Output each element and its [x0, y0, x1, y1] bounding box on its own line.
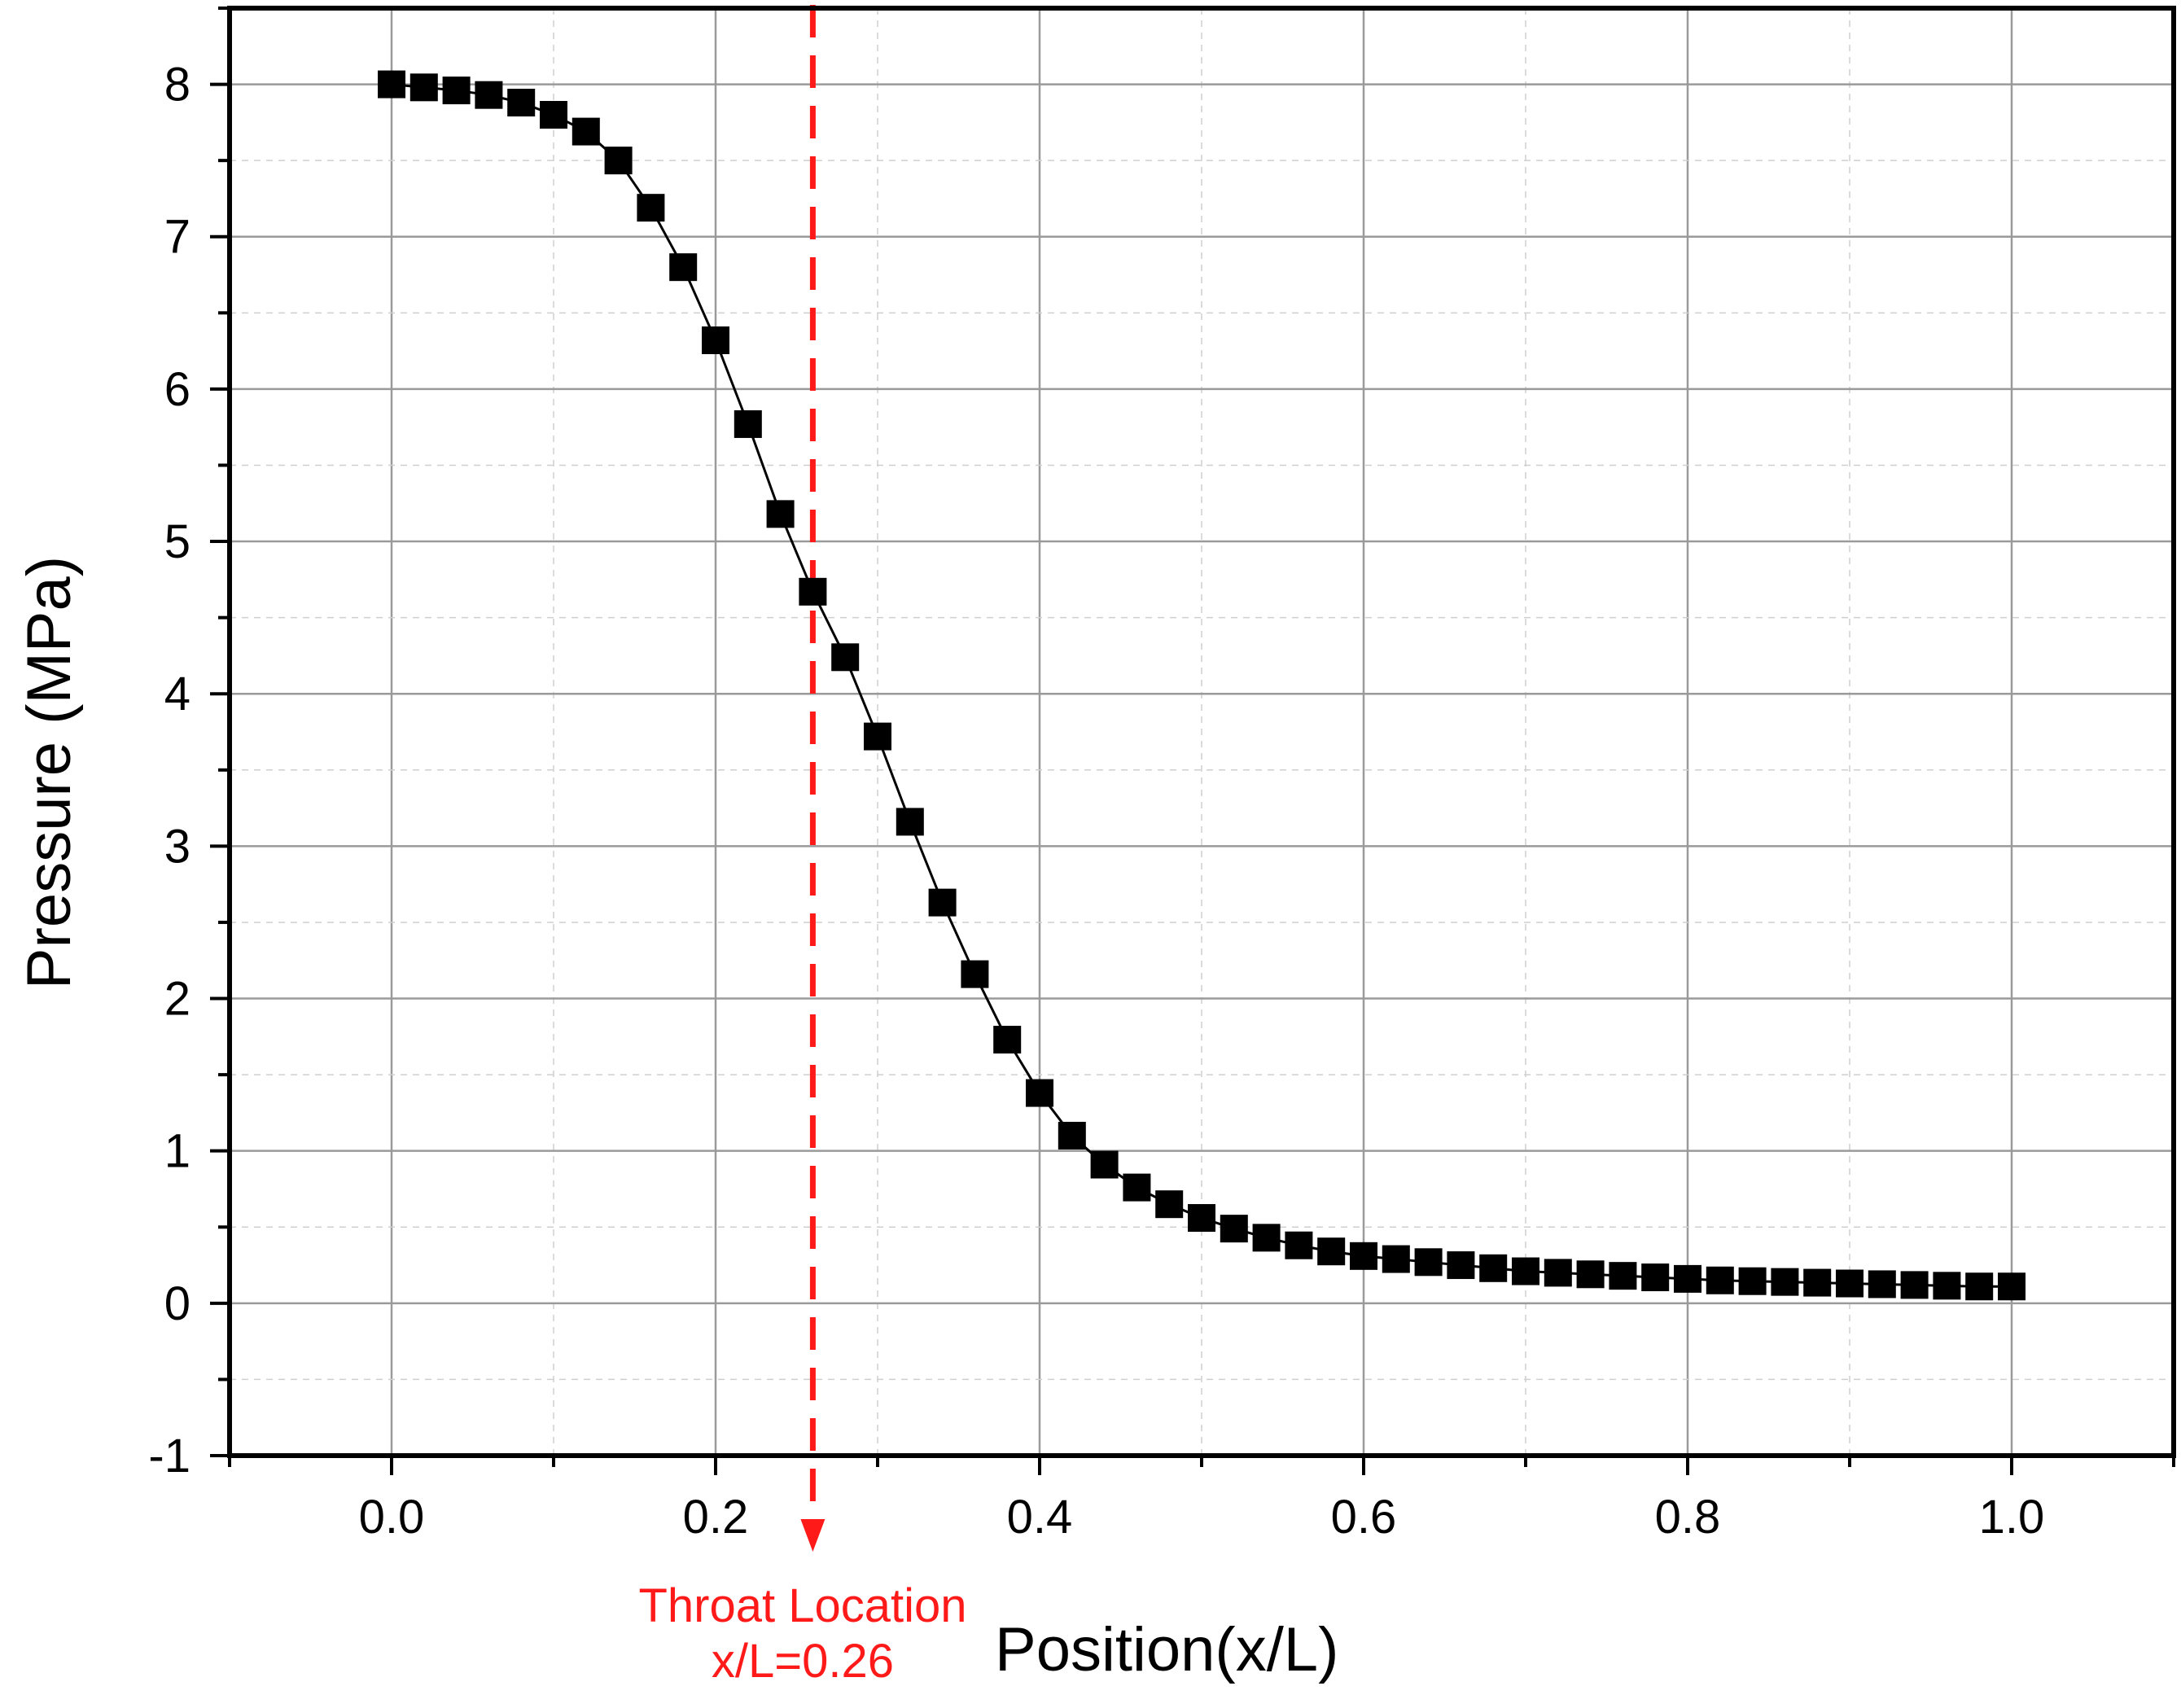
data-point-marker — [766, 500, 795, 528]
data-point-marker — [1609, 1262, 1637, 1290]
data-point-marker — [1382, 1245, 1410, 1273]
y-tick-label: 8 — [164, 59, 191, 112]
data-point-marker — [928, 888, 957, 917]
data-point-marker — [1803, 1268, 1832, 1297]
x-tick-label: 0.6 — [1331, 1491, 1397, 1544]
data-point-marker — [1900, 1271, 1929, 1299]
data-point-marker — [442, 77, 471, 105]
y-tick-label: -1 — [148, 1430, 191, 1482]
data-point-marker — [1058, 1121, 1086, 1150]
data-point-marker — [1512, 1257, 1539, 1285]
data-point-marker — [1836, 1269, 1863, 1298]
data-point-marker — [864, 722, 891, 751]
data-point-marker — [1544, 1259, 1572, 1287]
y-axis-title: Pressure (MPa) — [15, 556, 84, 989]
y-tick-label: 0 — [164, 1277, 191, 1330]
data-point-marker — [831, 643, 860, 672]
data-point-marker — [896, 808, 924, 836]
x-tick-label: 1.0 — [1979, 1491, 2045, 1544]
x-tick-label: 0.4 — [1007, 1491, 1073, 1544]
data-point-marker — [475, 81, 503, 109]
throat-annotation — [800, 5, 826, 1552]
data-point-marker — [572, 117, 600, 146]
data-point-marker — [1868, 1270, 1896, 1299]
data-point-marker — [1155, 1190, 1184, 1219]
y-tick-label: 3 — [164, 820, 191, 873]
y-tick-label: 6 — [164, 363, 191, 416]
data-point-marker — [540, 101, 567, 129]
data-point-marker — [1285, 1231, 1313, 1259]
data-point-marker — [1188, 1204, 1215, 1233]
x-tick-label: 0.2 — [683, 1491, 749, 1544]
data-point-marker — [1479, 1254, 1508, 1282]
throat-annotation-line: x/L=0.26 — [712, 1635, 894, 1688]
data-series — [378, 70, 2026, 1301]
data-point-marker — [507, 89, 536, 117]
data-point-marker — [1738, 1267, 1767, 1295]
y-tick-label: 5 — [164, 515, 191, 568]
data-point-marker — [1252, 1224, 1281, 1252]
data-point-marker — [961, 960, 989, 988]
tick-labels: 0.0 0.2 0.4 0.6 0.8 1.0 -1 0 1 2 3 4 5 6 7 8 — [148, 59, 2044, 1544]
data-point-marker — [1998, 1272, 2026, 1301]
x-axis-title: Position(x/L) — [995, 1615, 1338, 1684]
data-point-marker — [1706, 1266, 1734, 1294]
y-tick-label: 1 — [164, 1125, 191, 1178]
x-tick-label: 0.8 — [1655, 1491, 1721, 1544]
data-point-marker — [1090, 1150, 1119, 1179]
data-point-marker — [1576, 1260, 1605, 1289]
data-point-marker — [1447, 1251, 1475, 1280]
y-tick-label: 4 — [164, 668, 191, 720]
data-point-marker — [1220, 1215, 1248, 1243]
data-point-marker — [409, 73, 438, 102]
data-point-marker — [669, 253, 698, 282]
axis-ticks — [210, 7, 2175, 1475]
data-point-marker — [1317, 1237, 1346, 1266]
data-point-marker — [1350, 1242, 1377, 1270]
data-point-marker — [604, 147, 633, 175]
y-tick-label: 7 — [164, 211, 191, 264]
data-point-marker — [1641, 1263, 1670, 1292]
data-point-marker — [1933, 1272, 1961, 1300]
data-point-marker — [1965, 1272, 1994, 1301]
y-tick-label: 2 — [164, 973, 191, 1026]
throat-arrowhead — [800, 1519, 826, 1552]
throat-annotation-line: Throat Location — [638, 1579, 966, 1632]
grid-lines — [230, 8, 2174, 1456]
data-point-marker — [993, 1026, 1022, 1054]
data-point-marker — [734, 409, 762, 438]
data-point-marker — [702, 326, 729, 355]
data-point-marker — [1674, 1264, 1701, 1293]
data-point-marker — [1771, 1268, 1799, 1296]
data-point-marker — [799, 577, 827, 606]
data-point-marker — [637, 194, 665, 222]
x-tick-label: 0.0 — [359, 1491, 425, 1544]
data-point-marker — [1026, 1079, 1053, 1107]
data-point-marker — [1414, 1248, 1443, 1277]
data-point-marker — [378, 70, 405, 99]
data-point-marker — [1123, 1173, 1151, 1202]
